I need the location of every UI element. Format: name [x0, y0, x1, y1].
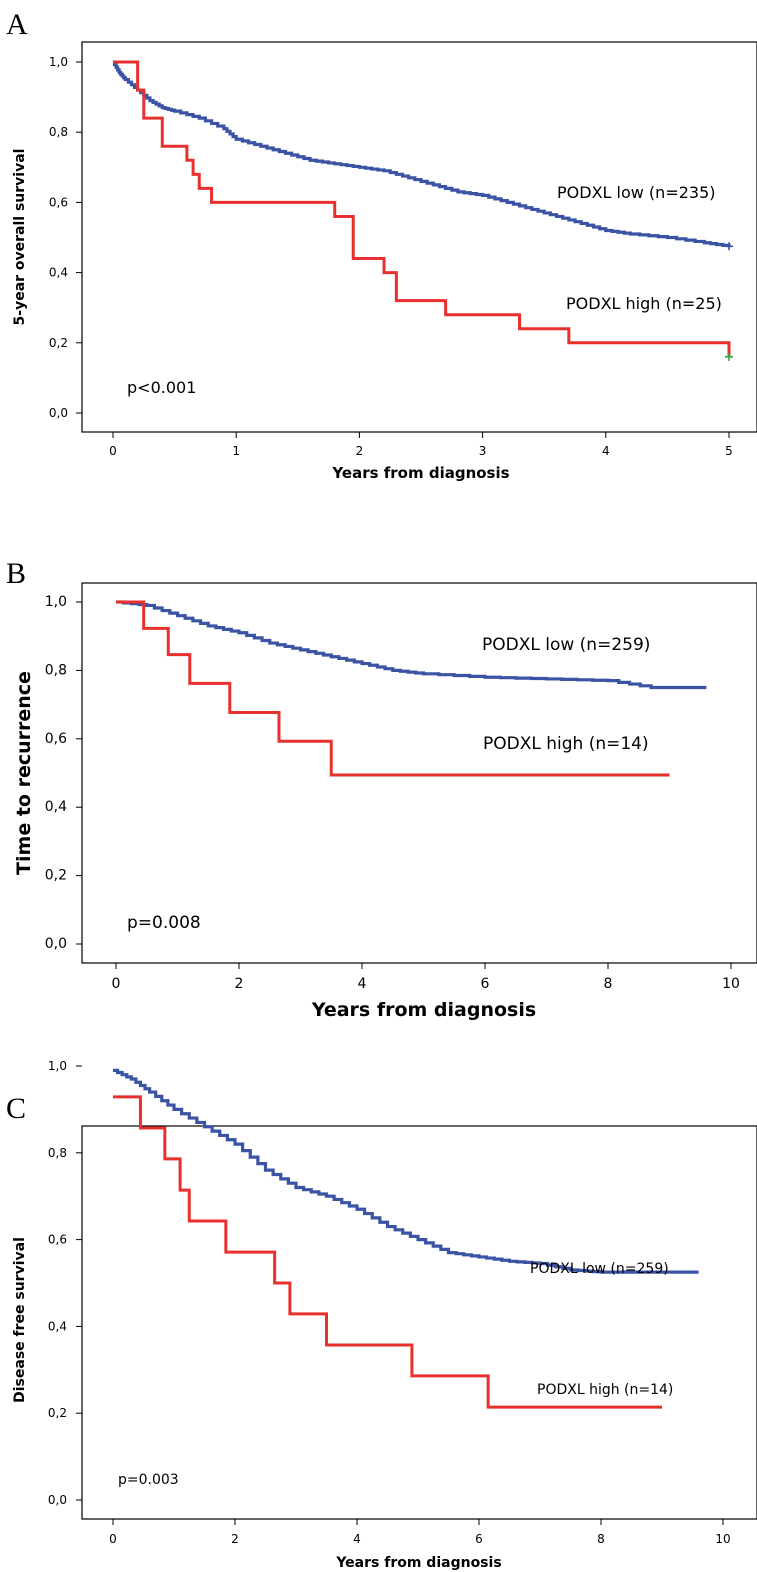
x-tick-label: 2 [231, 1532, 239, 1546]
x-tick-label: 3 [479, 444, 487, 458]
y-tick-label: 1,0 [45, 594, 67, 610]
panel-letter-b: B [6, 557, 26, 590]
panel-letter-c: C [6, 1092, 26, 1125]
x-tick-label: 10 [722, 976, 740, 992]
x-tick-label: 6 [475, 1532, 483, 1546]
x-tick-label: 4 [602, 444, 610, 458]
y-tick-label: 0,8 [49, 125, 68, 139]
x-axis-title-a: Years from diagnosis [331, 464, 509, 482]
panel-a: A 5-year overall survival Years from dia… [6, 8, 757, 482]
x-tick-label: 2 [356, 444, 364, 458]
y-tick-label: 0,8 [48, 1146, 67, 1160]
x-tick-label: 8 [597, 1532, 605, 1546]
y-tick-label: 0,6 [48, 1233, 67, 1247]
series-line-podxl-high [116, 600, 670, 777]
legend-high-c: PODXL high (n=14) [537, 1382, 673, 1398]
y-tick-label: 0,0 [48, 1493, 67, 1507]
censor-mark-low [725, 242, 733, 251]
x-tick-label: 0 [112, 976, 121, 992]
y-axis-title-a: 5-year overall survival [12, 149, 28, 326]
y-tick-label: 0,2 [49, 336, 68, 350]
y-axis-title-b: Time to recurrence [13, 671, 35, 875]
series-line-podxl-high [113, 1095, 662, 1409]
x-tick-label: 4 [358, 976, 367, 992]
p-value-c: p=0.003 [118, 1472, 179, 1488]
plot-frame-c [81, 1125, 757, 1520]
y-tick-label: 0,2 [45, 868, 67, 884]
series-a [112, 60, 733, 361]
x-tick-label: 10 [715, 1532, 730, 1546]
y-tick-label: 0,2 [48, 1406, 67, 1420]
series-line-podxl-high [113, 60, 731, 357]
x-axis-title-c: Years from diagnosis [335, 1555, 501, 1571]
series-line-podxl-low [116, 600, 707, 690]
x-tick-label: 5 [725, 444, 733, 458]
y-tick-label: 0,8 [45, 662, 67, 678]
y-tick-label: 0,4 [45, 799, 67, 815]
y-tick-label: 0,6 [49, 195, 68, 209]
legend-low-a: PODXL low (n=235) [557, 183, 716, 202]
censor-mark-high [725, 352, 733, 361]
legend-high-a: PODXL high (n=25) [566, 294, 722, 313]
p-value-a: p<0.001 [127, 378, 196, 397]
x-ticks-b: 0 2 4 6 8 10 [112, 963, 740, 992]
y-ticks-a: 0,0 0,2 0,4 0,6 0,8 1,0 [49, 55, 82, 420]
x-tick-label: 1 [232, 444, 240, 458]
series-line-podxl-low [112, 60, 731, 247]
y-tick-label: 0,4 [48, 1319, 67, 1333]
y-tick-label: 0,4 [49, 266, 68, 280]
legend-low-c: PODXL low (n=259) [530, 1261, 669, 1277]
legend-low-b: PODXL low (n=259) [482, 635, 650, 655]
p-value-b: p=0.008 [127, 913, 201, 933]
x-tick-label: 0 [109, 1532, 117, 1546]
x-tick-label: 6 [481, 976, 490, 992]
x-tick-label: 2 [235, 976, 244, 992]
y-ticks-c: 0,0 0,2 0,4 0,6 0,8 1,0 [48, 1059, 82, 1507]
y-tick-label: 0,0 [49, 406, 68, 420]
y-ticks-b: 0,0 0,2 0,4 0,6 0,8 1,0 [45, 594, 82, 952]
x-ticks-c: 0 2 4 6 8 10 [109, 1519, 731, 1546]
x-tick-label: 0 [109, 444, 117, 458]
series-b [116, 600, 707, 777]
x-tick-label: 8 [604, 976, 613, 992]
plot-frame-a [81, 41, 757, 433]
panel-c: C Disease free survival Years from diagn… [6, 1059, 757, 1571]
y-tick-label: 0,0 [45, 936, 67, 952]
y-tick-label: 1,0 [48, 1059, 67, 1073]
x-axis-title-b: Years from diagnosis [311, 999, 536, 1021]
x-ticks-a: 0 1 2 3 4 5 [109, 432, 733, 458]
y-tick-label: 0,6 [45, 731, 67, 747]
legend-high-b: PODXL high (n=14) [483, 734, 649, 754]
y-tick-label: 1,0 [49, 55, 68, 69]
series-c [113, 1068, 699, 1409]
y-axis-title-c: Disease free survival [12, 1237, 28, 1403]
x-tick-label: 4 [353, 1532, 361, 1546]
panel-letter-a: A [6, 8, 28, 41]
series-line-podxl-low [113, 1068, 699, 1274]
panel-b: B Time to recurrence Years from diagnosi… [6, 557, 757, 1021]
plot-frame-b [81, 582, 757, 964]
